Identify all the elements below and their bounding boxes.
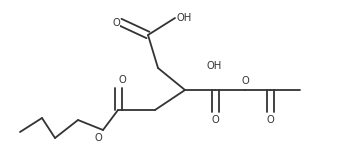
Text: O: O [112,18,120,28]
Text: O: O [118,75,126,85]
Text: O: O [211,115,219,125]
Text: O: O [94,133,102,143]
Text: OH: OH [206,61,222,71]
Text: O: O [241,76,249,86]
Text: O: O [266,115,274,125]
Text: OH: OH [176,13,192,23]
